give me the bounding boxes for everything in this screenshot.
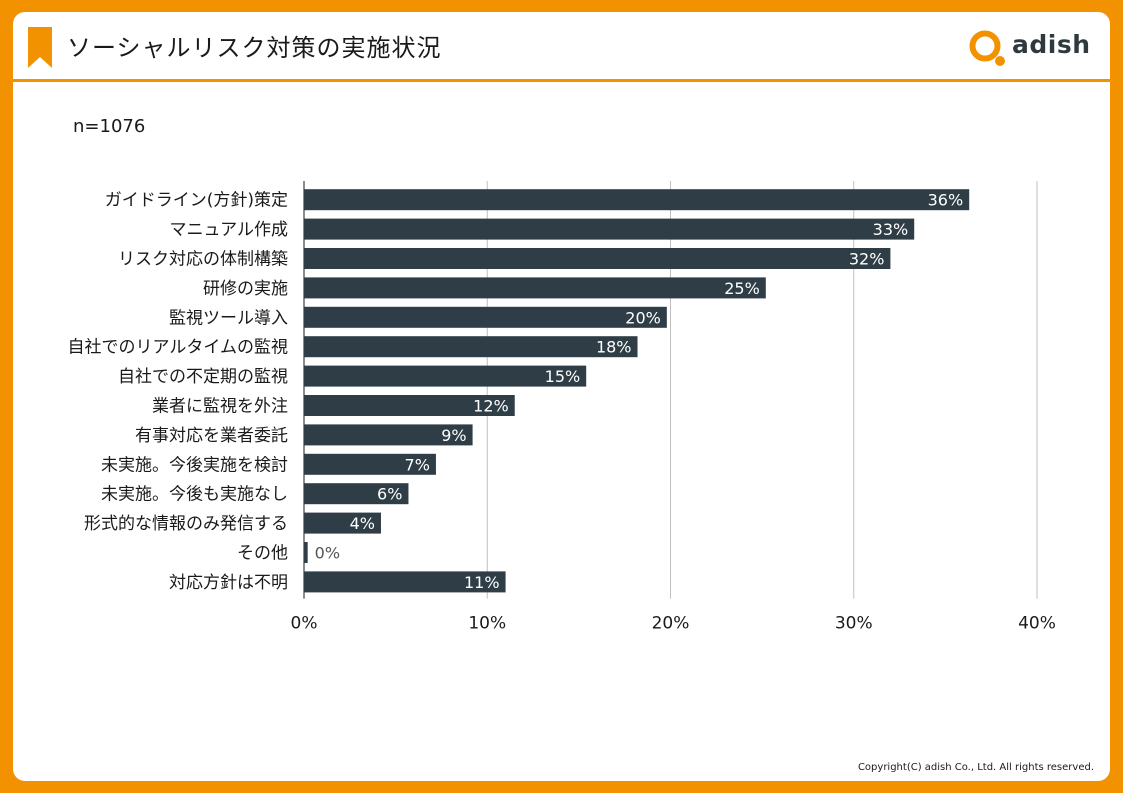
category-label: ガイドライン(方針)策定 — [105, 191, 288, 211]
data-label: 36% — [928, 191, 964, 210]
bar — [304, 571, 506, 593]
category-label: 形式的な情報のみ発信する — [84, 514, 288, 534]
data-label: 9% — [441, 426, 466, 445]
data-label: 18% — [596, 338, 632, 357]
x-tick-label: 20% — [652, 614, 690, 634]
bar — [304, 218, 915, 240]
bar — [304, 542, 308, 563]
data-label: 7% — [405, 455, 430, 474]
bar — [304, 483, 409, 505]
page-title: ソーシャルリスク対策の実施状況 — [67, 34, 442, 62]
data-label: 11% — [464, 573, 500, 592]
category-label: 監視ツール導入 — [169, 308, 288, 328]
bar — [304, 424, 473, 446]
bar — [304, 365, 587, 387]
x-tick-label: 10% — [468, 614, 506, 634]
slide-card: ソーシャルリスク対策の実施状況 adish n=1076 0% 10% 20% 30%… — [13, 12, 1110, 781]
x-tick-label: 30% — [835, 614, 873, 634]
bar-chart: 0% 10% 20% 30% 40% ガイドライン(方針)策定 36% マニュアル作成 33% リ… — [68, 181, 1056, 634]
category-label: 自社での不定期の監視 — [118, 367, 288, 387]
bookmark-icon — [28, 27, 52, 68]
data-label: 20% — [625, 308, 661, 327]
bar — [304, 512, 381, 534]
header-divider — [13, 79, 1110, 82]
x-tick-label: 40% — [1018, 614, 1056, 634]
bar — [304, 306, 667, 328]
data-label: 4% — [350, 514, 375, 533]
bar — [304, 336, 638, 358]
category-label: リスク対応の体制構築 — [118, 250, 288, 270]
category-label: マニュアル作成 — [170, 220, 289, 240]
bar — [304, 277, 766, 299]
category-label: 未実施。今後実施を検討 — [101, 455, 288, 475]
data-label: 6% — [377, 485, 402, 504]
data-label: 25% — [724, 279, 760, 298]
copyright-text: Copyright(C) adish Co., Ltd. All rights … — [857, 762, 1094, 773]
bar — [304, 395, 515, 416]
x-tick-label: 0% — [291, 614, 318, 634]
header: ソーシャルリスク対策の実施状況 adish — [13, 12, 1110, 79]
data-label: 33% — [873, 220, 909, 239]
category-label: 業者に監視を外注 — [152, 397, 288, 417]
bar — [304, 189, 970, 211]
bar — [304, 248, 891, 269]
data-label: 32% — [849, 250, 885, 269]
data-label: 12% — [473, 397, 509, 416]
data-label: 15% — [545, 367, 581, 386]
logo-text: adish — [1012, 30, 1091, 59]
chart-subtitle: n=1076 — [73, 116, 146, 137]
category-label: 未実施。今後も実施なし — [101, 485, 288, 505]
category-label: 有事対応を業者委託 — [135, 426, 288, 446]
category-label: その他 — [237, 544, 288, 564]
category-label: 研修の実施 — [203, 279, 288, 299]
category-label: 自社でのリアルタイムの監視 — [68, 338, 289, 358]
data-label: 0% — [315, 544, 340, 563]
category-label: 対応方針は不明 — [169, 573, 288, 593]
bar — [304, 453, 436, 475]
adish-logo-icon — [969, 30, 1005, 66]
adish-logo: adish — [968, 28, 1091, 68]
